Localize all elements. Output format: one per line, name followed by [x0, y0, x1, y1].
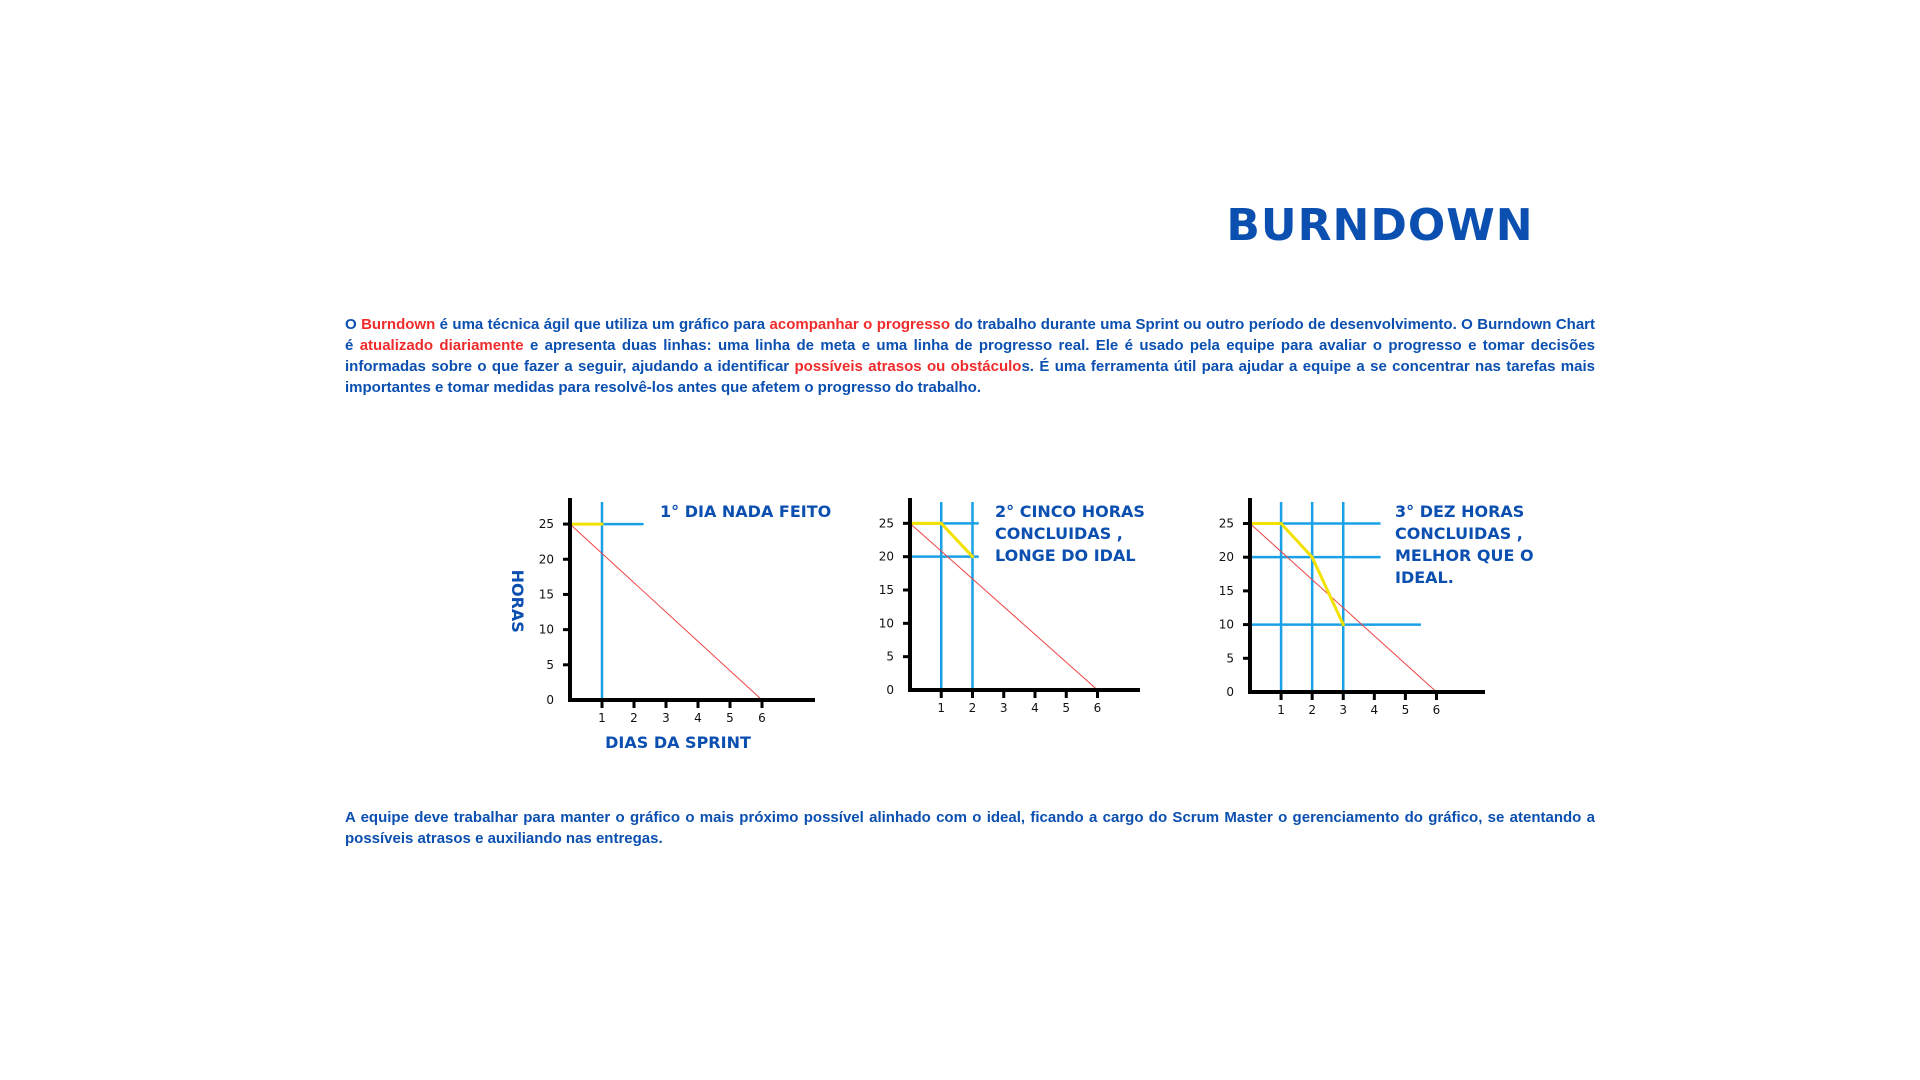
- x-tick-label: 5: [1402, 703, 1410, 717]
- x-tick-label: 5: [1062, 701, 1070, 715]
- x-tick-label: 1: [937, 701, 945, 715]
- chart-caption-line: MELHOR QUE O: [1395, 546, 1534, 565]
- y-tick-label: 20: [539, 552, 554, 566]
- y-tick-label: 15: [879, 583, 894, 597]
- x-tick-label: 2: [1308, 703, 1316, 717]
- x-tick-label: 2: [630, 711, 638, 725]
- y-tick-label: 0: [546, 693, 554, 707]
- x-tick-label: 3: [1339, 703, 1347, 717]
- y-tick-label: 10: [879, 616, 894, 630]
- chart-caption-line: LONGE DO IDAL: [995, 546, 1136, 565]
- outro-paragraph: A equipe deve trabalhar para manter o gr…: [345, 809, 1595, 847]
- actual-progress-line: [1250, 521, 1345, 626]
- y-tick-label: 5: [546, 658, 554, 672]
- y-tick-label: 25: [539, 517, 554, 531]
- actual-progress-point: [1310, 555, 1314, 559]
- intro-text: s. É uma ferramenta útil para ajudar a e…: [345, 358, 1595, 396]
- highlighted-text: atualizado diariamente: [359, 337, 524, 354]
- x-tick-label: 2: [969, 701, 977, 715]
- page-title: BURNDOWN: [1226, 200, 1534, 251]
- y-tick-label: 15: [1219, 584, 1234, 598]
- intro-paragraph: O Burndown é uma técnica ágil que utiliz…: [345, 314, 1595, 398]
- y-tick-label: 20: [879, 550, 894, 564]
- x-tick-label: 3: [662, 711, 670, 725]
- actual-progress-point: [939, 521, 943, 525]
- y-tick-label: 10: [1219, 618, 1234, 632]
- x-tick-label: 1: [598, 711, 606, 725]
- y-axis-title: HORAS: [508, 570, 527, 633]
- intro-text: e apresenta duas linhas: uma linha de me…: [345, 337, 1595, 375]
- chart-caption-line: 1° DIA NADA FEITO: [660, 502, 831, 521]
- burndown-chart-day-2: 1 2 3 4 5 6 0 5 10 15 20 25 2° CINCO HORAS CONCLUIDAS…: [879, 498, 1145, 715]
- ideal-line: [569, 523, 763, 701]
- chart-caption-line: CONCLUIDAS ,: [995, 524, 1123, 543]
- y-tick-label: 25: [879, 516, 894, 530]
- y-tick-label: 5: [1226, 651, 1234, 665]
- x-tick-label: 4: [1371, 703, 1379, 717]
- y-tick-label: 15: [539, 587, 554, 601]
- y-tick-label: 10: [539, 623, 554, 637]
- chart-caption-line: 3° DEZ HORAS: [1395, 502, 1524, 521]
- x-tick-label: 6: [758, 711, 766, 725]
- x-tick-label: 6: [1094, 701, 1102, 715]
- highlighted-text: possíveis atrasos ou obstáculo: [794, 358, 1022, 375]
- chart-caption-line: CONCLUIDAS ,: [1395, 524, 1523, 543]
- actual-progress-point: [1279, 521, 1283, 526]
- actual-progress-point: [600, 522, 604, 526]
- actual-progress-point: [970, 555, 975, 559]
- highlighted-text: Burndown: [361, 316, 436, 333]
- y-tick-label: 20: [1219, 550, 1234, 564]
- y-tick-label: 5: [886, 650, 894, 664]
- x-axis-title: DIAS DA SPRINT: [605, 733, 751, 752]
- x-tick-label: 1: [1277, 703, 1285, 717]
- chart-caption-line: IDEAL.: [1395, 568, 1454, 587]
- intro-text: do trabalho durante uma Sprint ou outro …: [345, 316, 1595, 354]
- burndown-chart-day-1: 1 2 3 4 5 6 0 5 10 15 20 25 DIAS DA SPRINT HORAS 1° DI…: [508, 498, 831, 752]
- chart-caption-line: 2° CINCO HORAS: [995, 502, 1145, 521]
- y-tick-label: 25: [1219, 516, 1234, 530]
- highlighted-text: acompanhar o progresso: [769, 316, 951, 333]
- x-tick-label: 4: [1031, 701, 1039, 715]
- y-tick-label: 0: [1226, 685, 1234, 699]
- x-tick-label: 6: [1433, 703, 1441, 717]
- x-tick-label: 5: [726, 711, 734, 725]
- intro-text: O: [345, 316, 362, 333]
- ideal-line: [909, 522, 1098, 691]
- y-tick-label: 0: [886, 683, 894, 697]
- x-tick-label: 4: [694, 711, 702, 725]
- burndown-chart-day-3: 1 2 3 4 5 6 0 5 10 15 20 25 3° DEZ HORAS CONCLUIDAS ,…: [1219, 498, 1534, 717]
- intro-text: é uma técnica ágil que utiliza um gráfic…: [435, 316, 770, 333]
- ideal-line: [1249, 523, 1437, 693]
- x-tick-label: 3: [1000, 701, 1008, 715]
- actual-progress-point: [1341, 622, 1345, 627]
